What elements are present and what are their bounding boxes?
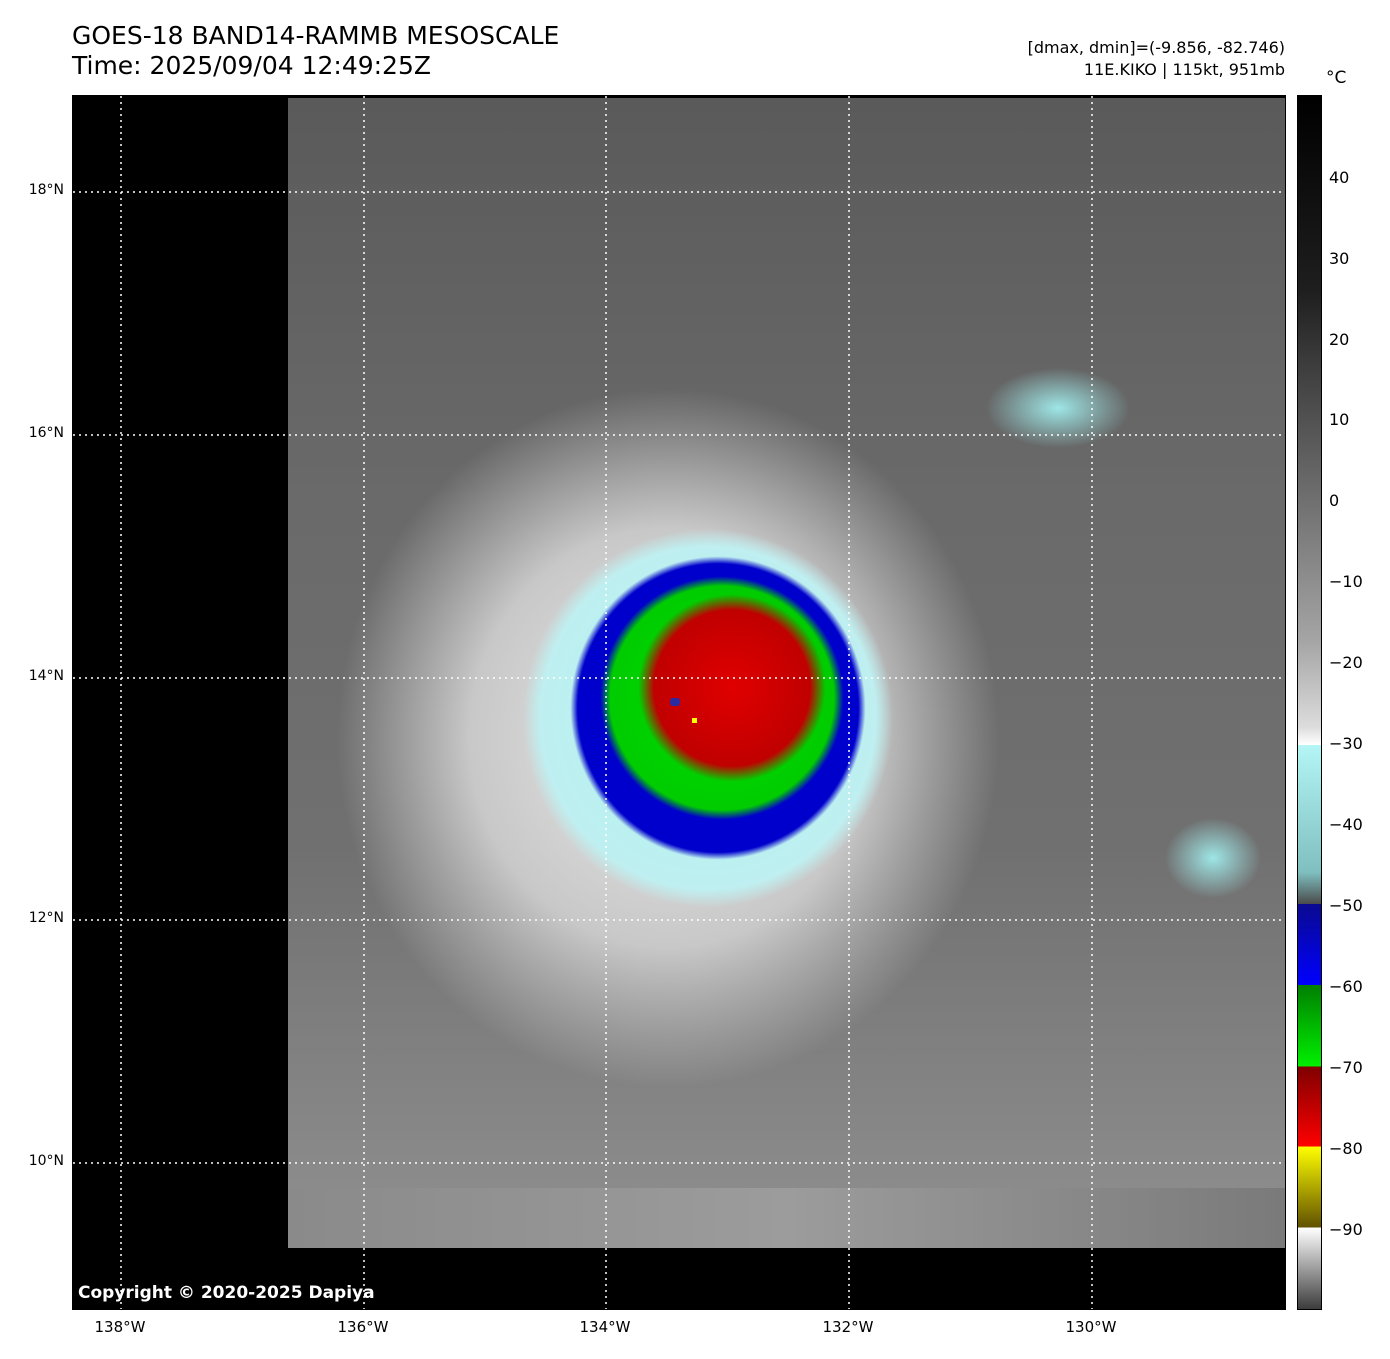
image-title: GOES-18 BAND14-RAMMB MESOSCALE (72, 21, 560, 50)
colorbar-tick: −50 (1329, 896, 1363, 915)
colorbar-tick: 20 (1329, 330, 1350, 349)
imagery-bottom (288, 1188, 1285, 1248)
lat-label-14n: 14°N (28, 668, 64, 684)
storm-info: 11E.KIKO | 115kt, 951mb (1083, 60, 1285, 79)
storm-eye (670, 698, 680, 706)
lat-label-16n: 16°N (28, 425, 64, 441)
colorbar-tick: 10 (1329, 410, 1350, 429)
colorbar-unit: °C (1326, 68, 1347, 88)
lon-label-130w: 130°W (1065, 1318, 1117, 1336)
colorbar-tick: −60 (1329, 977, 1363, 996)
lon-label-136w: 136°W (337, 1318, 389, 1336)
infrared-imagery (288, 98, 1285, 1248)
colorbar-tick: −10 (1329, 572, 1363, 591)
image-time: Time: 2025/09/04 12:49:25Z (72, 51, 431, 80)
colorbar-tick: −90 (1329, 1220, 1363, 1239)
lat-label-10n: 10°N (28, 1153, 64, 1169)
lon-label-132w: 132°W (822, 1318, 874, 1336)
lat-lon-grid (73, 96, 1285, 1309)
colorbar-tick: 30 (1329, 249, 1350, 268)
range-info: [dmax, dmin]=(-9.856, -82.746) (1027, 38, 1285, 57)
colorbar-tick: 40 (1329, 168, 1350, 187)
colorbar-tick: −80 (1329, 1139, 1363, 1158)
lon-label-138w: 138°W (94, 1318, 146, 1336)
lon-label-134w: 134°W (579, 1318, 631, 1336)
colorbar-tick: −70 (1329, 1058, 1363, 1077)
colorbar-tick: 0 (1329, 491, 1340, 510)
temperature-colorbar (1297, 95, 1322, 1310)
colorbar-tick: −20 (1329, 653, 1363, 672)
colorbar-tick: −40 (1329, 815, 1363, 834)
storm-eye-hotspot (692, 718, 697, 723)
copyright-notice: Copyright © 2020-2025 Dapiya (78, 1283, 375, 1303)
lat-label-12n: 12°N (28, 910, 64, 926)
lat-label-18n: 18°N (28, 182, 64, 198)
satellite-map: Copyright © 2020-2025 Dapiya (72, 95, 1286, 1310)
colorbar-tick: −30 (1329, 734, 1363, 753)
